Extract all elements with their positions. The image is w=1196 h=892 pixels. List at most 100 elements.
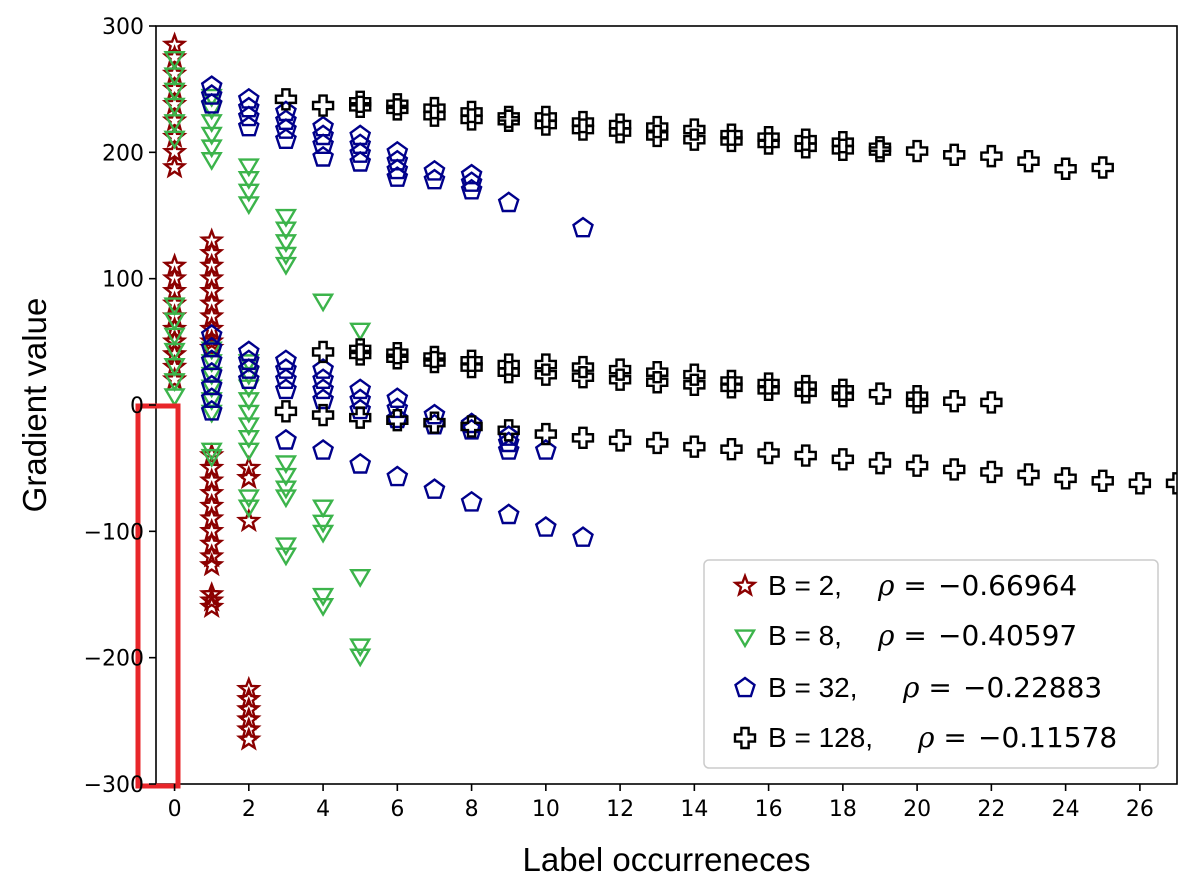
point-triangle-down — [237, 417, 260, 437]
point-plus — [683, 118, 706, 141]
point-star — [236, 507, 262, 533]
point-plus — [571, 366, 595, 389]
point-plus — [1091, 469, 1114, 492]
legend-marker-pentagon — [734, 676, 756, 698]
point-triangle-down — [200, 139, 223, 159]
point-pentagon — [200, 92, 223, 114]
x-tick-label: 24 — [1052, 797, 1080, 822]
point-pentagon — [423, 478, 446, 499]
point-pentagon — [274, 368, 297, 389]
point-pentagon — [200, 349, 223, 371]
point-plus — [386, 342, 409, 365]
point-plus — [274, 400, 298, 423]
point-star — [198, 552, 225, 577]
point-pentagon — [312, 439, 335, 460]
point-plus — [1165, 472, 1177, 495]
point-triangle-down — [163, 312, 186, 332]
point-plus — [460, 108, 483, 131]
point-pentagon — [312, 124, 335, 146]
point-triangle-down — [200, 448, 223, 468]
point-pentagon — [572, 526, 594, 547]
point-pentagon — [200, 399, 223, 421]
point-triangle-down — [163, 50, 186, 70]
point-plus — [646, 431, 669, 455]
data-points — [161, 31, 1177, 751]
point-pentagon — [200, 361, 223, 383]
point-plus — [386, 93, 409, 116]
legend-series-name: B = 2, — [768, 570, 842, 601]
point-plus — [497, 353, 520, 376]
point-plus — [349, 90, 372, 114]
point-pentagon — [274, 128, 297, 150]
point-plus — [571, 110, 595, 134]
point-plus — [720, 129, 743, 153]
point-pentagon — [349, 398, 372, 420]
point-pentagon — [386, 149, 409, 171]
point-plus — [460, 355, 483, 379]
point-triangle-down — [274, 256, 298, 276]
point-triangle-down — [349, 322, 372, 342]
point-triangle-down — [237, 183, 260, 203]
x-tick-label: 26 — [1126, 797, 1154, 822]
point-triangle-down — [311, 524, 335, 544]
y-tick-label: 100 — [102, 268, 144, 293]
point-plus — [980, 460, 1003, 484]
legend-series-name: B = 32, — [768, 672, 858, 703]
point-star — [236, 706, 262, 731]
point-star — [236, 696, 262, 721]
point-pentagon — [349, 150, 372, 172]
point-plus — [1091, 156, 1114, 179]
point-star — [198, 543, 225, 568]
point-triangle-down — [200, 114, 223, 134]
point-pentagon — [386, 397, 409, 419]
point-plus — [608, 113, 632, 136]
point-triangle-down — [163, 373, 186, 393]
point-plus — [423, 104, 446, 127]
point-plus — [794, 381, 817, 404]
point-triangle-down — [163, 67, 186, 87]
point-pentagon — [349, 142, 372, 163]
y-tick-label: −200 — [84, 647, 144, 672]
point-pentagon — [274, 428, 297, 450]
point-pentagon — [460, 171, 483, 192]
point-plus — [831, 131, 855, 154]
point-pentagon — [423, 168, 446, 190]
point-triangle-down — [163, 342, 186, 362]
point-triangle-down — [274, 467, 298, 487]
point-plus — [311, 340, 335, 364]
point-triangle-down — [274, 221, 298, 241]
point-pentagon — [200, 374, 223, 396]
point-star — [198, 593, 225, 618]
series-pentagon — [200, 75, 594, 547]
point-plus — [757, 441, 780, 465]
point-pentagon — [274, 118, 297, 139]
point-triangle-down — [237, 499, 260, 519]
point-triangle-down — [237, 442, 260, 462]
point-star — [236, 464, 262, 490]
point-triangle-down — [200, 126, 223, 146]
x-tick-label: 16 — [755, 797, 783, 822]
point-triangle-down — [311, 293, 335, 313]
point-plus — [1054, 467, 1077, 490]
point-pentagon — [349, 452, 372, 474]
point-star — [236, 716, 262, 741]
point-plus — [460, 349, 483, 372]
point-plus — [460, 100, 483, 124]
point-triangle-down — [237, 170, 260, 190]
legend-rho-symbol: ρ = — [877, 569, 927, 602]
x-tick-label: 6 — [390, 797, 404, 822]
series-plus — [274, 88, 1177, 495]
point-star — [236, 686, 262, 711]
point-plus — [757, 125, 780, 149]
point-pentagon — [349, 378, 372, 400]
point-triangle-down — [274, 489, 298, 509]
point-plus — [905, 384, 929, 408]
point-plus — [423, 350, 446, 374]
point-plus — [905, 391, 929, 414]
point-triangle-down — [311, 598, 335, 617]
point-plus — [980, 391, 1003, 414]
point-plus — [386, 98, 409, 121]
point-plus — [534, 353, 558, 376]
point-plus — [423, 345, 446, 369]
